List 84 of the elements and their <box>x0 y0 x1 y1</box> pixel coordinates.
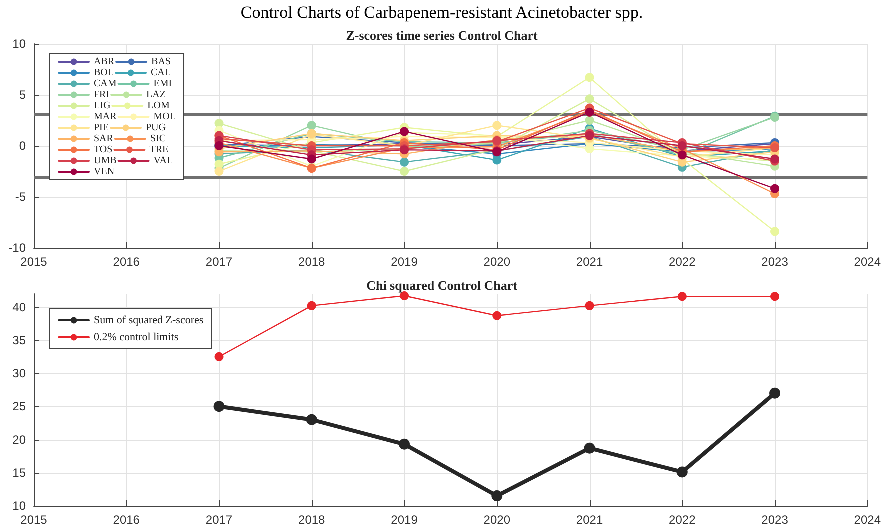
point <box>492 156 502 165</box>
legend-label: TOS <box>94 144 113 156</box>
point <box>214 401 225 412</box>
point <box>400 167 410 176</box>
x-tick-label: 2016 <box>113 255 140 269</box>
point <box>307 301 316 310</box>
x-tick-label: 2021 <box>576 255 604 269</box>
point <box>306 414 318 426</box>
chart-subtitle: Z-scores time series Control Chart <box>346 28 538 43</box>
y-tick-label: 25 <box>12 400 26 414</box>
legend-label: CAL <box>151 68 171 78</box>
legend-label: PIE <box>94 122 109 134</box>
point <box>214 352 224 362</box>
x-tick-label: 2019 <box>391 513 418 527</box>
legend-label: LIG <box>94 100 111 112</box>
point <box>676 466 688 478</box>
legend-label: MOL <box>154 112 176 122</box>
legend-label: VEN <box>94 166 115 178</box>
x-tick-label: 2022 <box>669 513 696 527</box>
x-tick-label: 2020 <box>484 513 511 527</box>
y-tick-label: 0 <box>19 139 26 153</box>
legend-label: EMI <box>154 78 172 90</box>
point <box>214 167 224 176</box>
legend-label: 0.2% control limits <box>94 332 179 344</box>
legend-label: SAR <box>94 134 114 144</box>
point <box>492 490 503 502</box>
x-tick-label: 2023 <box>762 513 789 527</box>
point <box>585 116 594 125</box>
y-tick-label: 10 <box>12 499 26 513</box>
x-tick-label: 2015 <box>20 513 48 527</box>
legend-label: Sum of squared Z-scores <box>94 314 204 326</box>
point <box>400 158 410 167</box>
y-tick-label: 5 <box>19 88 26 102</box>
x-tick-label: 2022 <box>669 255 696 269</box>
point <box>307 154 316 164</box>
x-tick-label: 2021 <box>576 513 604 527</box>
point <box>307 121 316 130</box>
point <box>678 142 687 150</box>
legend-label: CAM <box>94 78 117 90</box>
x-tick-label: 2015 <box>20 255 48 269</box>
legend-label: ABR <box>94 56 115 68</box>
x-tick-label: 2024 <box>854 513 882 527</box>
legend-label: FRI <box>94 90 110 100</box>
legend-label: MAR <box>94 112 118 122</box>
point <box>492 311 502 320</box>
x-tick-label: 2017 <box>206 255 233 269</box>
legend-label: UMB <box>94 156 118 166</box>
x-tick-label: 2017 <box>206 513 233 527</box>
legend-label: BOL <box>94 68 114 78</box>
y-tick-label: 20 <box>12 432 26 447</box>
legend-label: LAZ <box>146 90 166 100</box>
point <box>584 442 596 454</box>
point <box>770 227 780 236</box>
x-tick-label: 2024 <box>854 255 882 269</box>
y-tick-label: 40 <box>12 300 26 314</box>
y-tick-label: -5 <box>15 190 26 204</box>
point <box>770 388 781 399</box>
legend-label: LOM <box>148 100 170 112</box>
point <box>585 73 594 82</box>
point <box>492 121 502 130</box>
x-tick-label: 2018 <box>298 513 326 527</box>
y-tick-label: 15 <box>12 466 26 480</box>
point <box>399 438 410 450</box>
y-tick-label: 30 <box>12 366 26 380</box>
y-tick-label: 10 <box>12 37 26 51</box>
chart-title: Control Charts of Carbapenem-resistant Acinetobacter spp. <box>240 2 644 24</box>
x-tick-label: 2018 <box>298 255 326 269</box>
legend-label: TRE <box>150 144 169 156</box>
point <box>585 94 594 104</box>
legend-label: PUG <box>146 122 166 134</box>
legend-label: SIC <box>150 134 166 144</box>
point <box>678 292 687 302</box>
point <box>585 301 594 310</box>
y-tick-label: -10 <box>8 241 26 255</box>
y-tick-label: 35 <box>12 333 26 348</box>
x-tick-label: 2020 <box>484 255 511 269</box>
chart-title: Chi squared Control Chart <box>366 278 518 293</box>
point <box>770 292 780 302</box>
x-tick-label: 2016 <box>113 513 140 527</box>
point <box>770 184 780 194</box>
legend-label: VAL <box>154 156 174 166</box>
x-tick-label: 2023 <box>762 255 789 269</box>
x-tick-label: 2019 <box>391 255 418 269</box>
legend-label: BAS <box>152 56 172 68</box>
